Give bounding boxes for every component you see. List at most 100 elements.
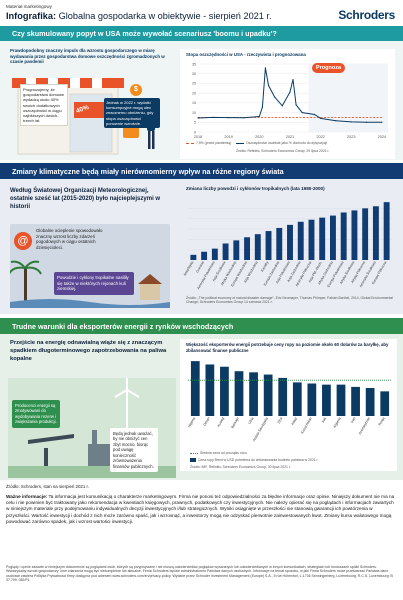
- bar-7: [292, 382, 302, 416]
- y-tick-label: 35: [192, 62, 196, 66]
- forecast-shading: [308, 64, 388, 132]
- x-tick-label: 2021: [286, 135, 294, 139]
- savings-rate-point: [301, 111, 303, 114]
- bar-10: [297, 221, 304, 260]
- bar-8: [276, 227, 283, 260]
- category-label: Katar: [291, 416, 299, 426]
- bar-1: [201, 251, 208, 260]
- bar-4: [233, 240, 240, 260]
- bar-11: [351, 386, 360, 416]
- s1-legend-a: 7,5% (przed pandemią): [186, 141, 231, 145]
- category-label: Karaiby: [260, 260, 269, 272]
- category-label: Bahrajn: [230, 416, 240, 428]
- savings-rate-chart: 0 5 10 15 20 25 30 35 2018 2019 2020 2021 2022 2023 20…: [192, 62, 388, 139]
- savings-rate-point: [258, 115, 260, 118]
- bar-5: [263, 374, 273, 416]
- marketing-marker: Materiał marketingowy: [6, 4, 52, 9]
- category-label: Arabia Saudyjska: [252, 416, 269, 442]
- wind-turbine-icon: [114, 378, 140, 450]
- category-label: Algieria: [333, 416, 342, 428]
- floodwater: [10, 299, 170, 308]
- bar-6: [278, 377, 288, 416]
- savings-rate-point: [295, 104, 297, 106]
- savings-rate-point: [365, 121, 368, 123]
- savings-rate-point: [307, 112, 309, 115]
- footer-source: Źródło: Schroders, stan na sierpień 2021…: [6, 484, 89, 489]
- y-tick-label: 25: [192, 82, 196, 86]
- savings-rate-point: [228, 117, 230, 119]
- savings-rate-point: [261, 106, 263, 108]
- palm-tree-icon: [10, 260, 42, 306]
- x-tick-label: 2018: [194, 135, 202, 139]
- bar-2: [211, 248, 218, 260]
- storm-landscape-illustration: [10, 260, 170, 308]
- page-title-bold: Infografika:: [6, 11, 57, 21]
- s2-lead: Według Światowej Organizacji Meteorologi…: [10, 188, 161, 211]
- bar-9: [322, 384, 331, 416]
- prognosis-badge: Prognoza: [312, 63, 346, 73]
- s1-chart-title: Stopa oszczędności w USA - rzeczywista i…: [186, 52, 306, 57]
- category-label: Irak: [321, 416, 328, 423]
- s3-box-a: Producenci energii są zmotywowani do wyd…: [12, 400, 60, 428]
- category-label: Antarktyda: [183, 260, 195, 276]
- s3-source: Źródło: IMF, Refinitiv, Schroders Econom…: [190, 465, 291, 469]
- bar-6: [254, 234, 261, 260]
- savings-rate-point: [212, 116, 214, 119]
- bar-14: [340, 212, 347, 260]
- savings-rate-point: [197, 117, 199, 119]
- bar-0: [190, 361, 200, 416]
- oil-pump-icon: [28, 434, 74, 468]
- bar-3: [234, 371, 244, 416]
- category-label: ZEA: [277, 416, 284, 424]
- category-label: Azerbejdżan: [358, 416, 371, 435]
- savings-rate-point: [274, 96, 276, 98]
- x-tick-label: 2023: [347, 135, 355, 139]
- y-tick-label: 15: [192, 101, 196, 105]
- s1-box-b: Jednak w 2022 r. wydatki konsumpcyjne mo…: [104, 98, 160, 128]
- s3-chart-title: Większość eksporterów energii potrzebuje…: [186, 342, 389, 353]
- bar-7: [265, 231, 272, 260]
- savings-rate-point: [313, 113, 316, 116]
- y-tick-label: 0: [194, 130, 196, 134]
- footer-important-label: Ważne informacje:: [6, 494, 48, 499]
- savings-rate-point: [381, 121, 383, 123]
- s3-box-b: Będą jednak uważać, by nie obniżyć cen z…: [110, 428, 158, 473]
- savings-rate-point: [281, 105, 283, 107]
- category-label: Kuwejt: [217, 416, 226, 427]
- legend-line-swatch: [236, 142, 244, 144]
- savings-rate-point: [319, 117, 322, 119]
- s2-chart-title: Zmiana liczby powodzi i cyklonów tropika…: [186, 186, 325, 191]
- bar-10: [336, 384, 346, 416]
- bar-12: [365, 388, 375, 416]
- bar-17: [372, 206, 379, 260]
- footer-fine-print: Poglądy i opinie zawarte w niniejszym do…: [6, 565, 393, 583]
- bar-9: [287, 224, 293, 260]
- s3-banner: Trudne warunki dla eksporterów energii z…: [0, 318, 403, 334]
- s3-legend-a-label: Średnia cena od początku roku: [200, 451, 247, 455]
- savings-rate-point: [267, 84, 270, 86]
- s2-banner: Zmiany klimatyczne będą miały nierównomi…: [0, 163, 403, 179]
- bar-4: [249, 372, 258, 416]
- awning-icon: [12, 78, 124, 88]
- s3-legend-b-label: Cena ropy Brent w USD potrzebna do zbila…: [198, 458, 319, 462]
- page-title: Infografika: Globalna gospodarka w obiek…: [6, 11, 272, 21]
- s3-legend-a: Średnia cena od początku roku: [190, 451, 247, 455]
- footer-important-text: Ta informacja jest komunikacją o charakt…: [6, 494, 395, 524]
- category-label: Iran: [350, 416, 357, 423]
- savings-rate-point: [243, 117, 245, 119]
- bar-0: [190, 254, 197, 260]
- dollar-coin-icon: $: [130, 84, 142, 96]
- bar-16: [362, 208, 369, 260]
- s1-box-a: Prognozujemy, że gospodarstwa domowe wyd…: [20, 84, 68, 127]
- category-label: Libia: [247, 416, 254, 424]
- category-label: Nigeria: [187, 416, 196, 428]
- s3-legend-b: Cena ropy Brent w USD potrzebna do zbila…: [190, 458, 319, 463]
- y-tick-label: 20: [192, 91, 196, 95]
- schroders-logo: Schroders: [338, 8, 395, 22]
- x-tick-label: 2019: [224, 135, 232, 139]
- y-tick-label: 5: [194, 121, 196, 125]
- bar-2: [220, 366, 229, 416]
- price-tag-icon: [74, 102, 110, 118]
- y-tick-label: 10: [192, 111, 196, 115]
